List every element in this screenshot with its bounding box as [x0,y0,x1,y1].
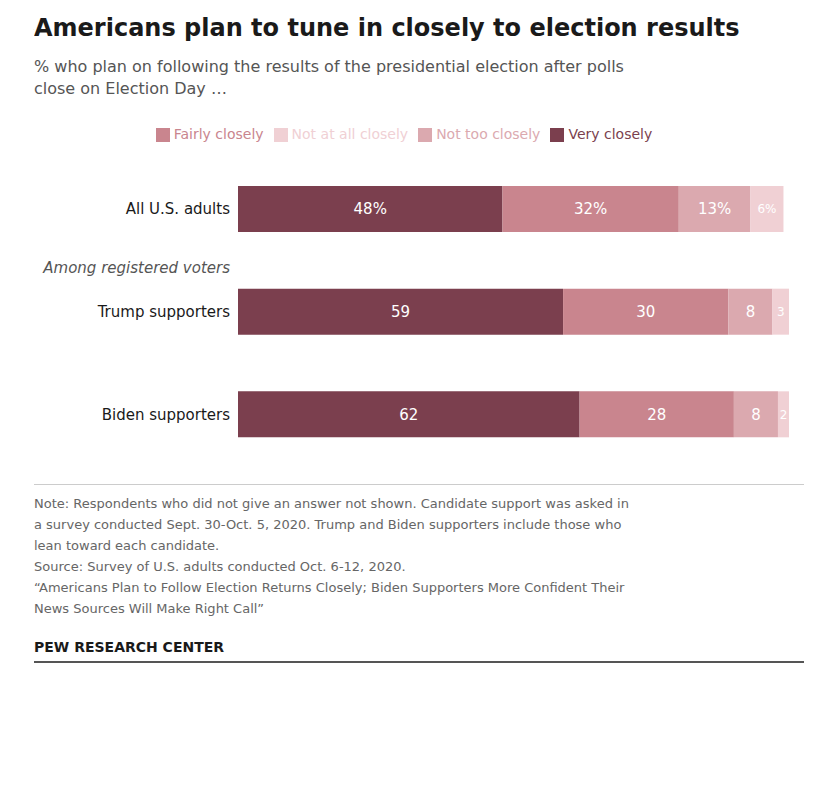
svg-text:6%: 6% [757,202,776,216]
svg-text:Biden supporters: Biden supporters [102,406,230,424]
html-text:News Sources Will Make Right C: News Sources Will Make Right Call” [34,601,265,616]
html-text:Americans plan to tune in clos: Americans plan to tune in closely to ele… [34,14,740,42]
svg-text:Among registered voters: Among registered voters [42,259,230,277]
svg-text:3: 3 [777,305,785,319]
html-text:Very closely: Very closely [568,126,653,142]
html-text:Note: Respondents who did not: Note: Respondents who did not give an an… [34,496,629,511]
html-text:Not too closely: Not too closely [436,126,541,142]
svg-text:All U.S. adults: All U.S. adults [126,200,230,218]
html-text:Source: Survey of U.S. adults: Source: Survey of U.S. adults conducted … [34,559,406,574]
html-text:Not at all closely: Not at all closely [291,126,409,142]
html-text:lean toward each candidate.: lean toward each candidate. [34,538,220,553]
svg-text:13%: 13% [698,200,731,218]
html-text:Fairly closely: Fairly closely [173,126,264,142]
html-text:% who plan on following the re: % who plan on following the results of t… [34,57,624,98]
svg-text:28: 28 [647,406,666,424]
html-text:a survey conducted Sept. 30-Oc: a survey conducted Sept. 30-Oct. 5, 2020… [34,517,622,532]
html-text:PEW RESEARCH CENTER: PEW RESEARCH CENTER [34,639,225,655]
svg-text:32%: 32% [574,200,607,218]
html-text:“Americans Plan to Follow Elec: “Americans Plan to Follow Election Retur… [34,580,625,595]
svg-text:2: 2 [780,408,788,422]
svg-text:8: 8 [746,303,756,321]
svg-text:59: 59 [391,303,410,321]
svg-text:8: 8 [751,406,761,424]
svg-text:30: 30 [636,303,655,321]
svg-text:62: 62 [399,406,418,424]
svg-text:48%: 48% [354,200,387,218]
svg-text:Trump supporters: Trump supporters [97,303,231,321]
